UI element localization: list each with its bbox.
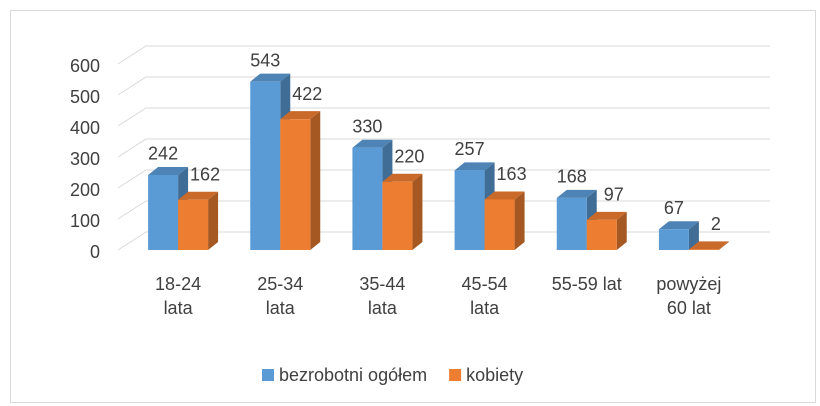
legend-swatch: [262, 369, 274, 381]
bar-top: [352, 139, 393, 148]
grid-line: [117, 76, 770, 96]
x-tick-label: 55-59 lat: [551, 274, 622, 294]
y-tick-label: 200: [70, 180, 100, 200]
chart-border: [10, 10, 816, 403]
value-label: 67: [664, 198, 684, 218]
bar: [556, 197, 587, 250]
legend-label: kobiety: [466, 365, 523, 385]
grid-line: [117, 169, 770, 189]
bar-top: [658, 221, 699, 230]
value-label: 543: [250, 50, 280, 70]
bar-side: [310, 111, 321, 251]
x-tick-label: 25-34 lata: [257, 274, 304, 318]
bar-top: [454, 162, 495, 171]
bar: [250, 81, 281, 250]
bar-top: [586, 211, 627, 220]
value-label: 330: [352, 116, 382, 136]
bar-top: [178, 191, 219, 200]
x-tick-label: 45-54 lata: [461, 274, 508, 318]
value-label: 242: [148, 144, 178, 164]
y-tick-label: 500: [70, 87, 100, 107]
x-tick-label: 18-24 lata: [155, 274, 202, 318]
value-label: 422: [292, 84, 322, 104]
grid-line: [117, 107, 770, 127]
bar-top: [148, 166, 189, 175]
grid-line: [117, 45, 770, 65]
bar: [178, 199, 209, 250]
bar-side: [514, 191, 525, 250]
bar-top: [382, 173, 423, 182]
y-tick-label: 0: [90, 242, 100, 262]
bar-side: [718, 241, 729, 250]
y-tick-label: 300: [70, 149, 100, 169]
value-label: 162: [190, 165, 220, 185]
x-tick-label: 35-44 lata: [359, 274, 406, 318]
y-tick-label: 100: [70, 211, 100, 231]
bar-top: [556, 189, 597, 198]
bar-top: [484, 191, 525, 200]
bar-top: [250, 73, 291, 82]
y-tick-label: 400: [70, 118, 100, 138]
value-label: 220: [394, 147, 424, 167]
bar: [280, 119, 311, 251]
bar-top: [280, 111, 321, 120]
value-label: 97: [604, 185, 624, 205]
bar: [484, 199, 515, 250]
value-label: 257: [455, 139, 485, 159]
bar: [688, 249, 719, 250]
bar: [586, 219, 617, 250]
bar-side: [688, 221, 699, 250]
bar-side: [208, 191, 219, 250]
bar: [352, 147, 383, 250]
value-label: 163: [497, 164, 527, 184]
legend-swatch: [449, 369, 462, 381]
grid-line: [117, 138, 770, 158]
value-label: 168: [557, 167, 587, 187]
bar: [148, 174, 179, 250]
bar: [382, 181, 413, 250]
bar-top: [688, 241, 729, 250]
bar: [454, 170, 485, 250]
y-tick-label: 600: [70, 56, 100, 76]
bar: [658, 229, 689, 250]
legend-label: bezrobotni ogółem: [279, 365, 427, 385]
value-label: 2: [711, 214, 721, 234]
bar-side: [616, 211, 627, 250]
x-tick-label: powyżej 60 lat: [656, 274, 722, 318]
bar-side: [412, 173, 423, 250]
